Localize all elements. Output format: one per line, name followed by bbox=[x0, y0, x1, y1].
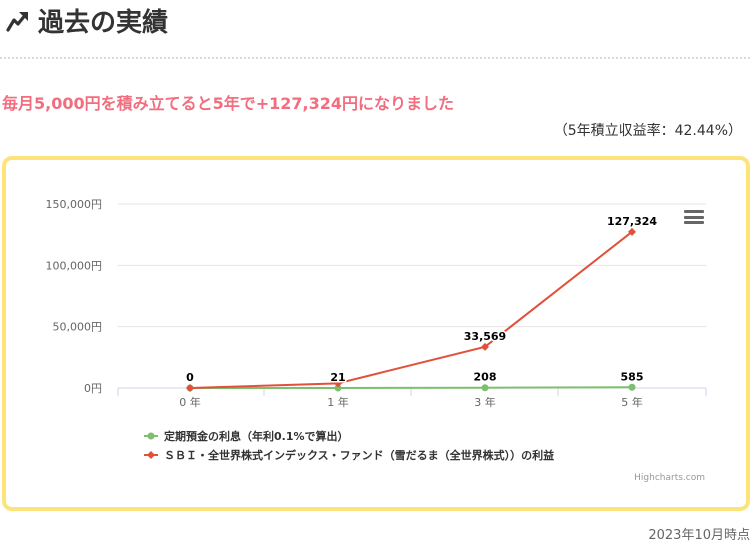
y-tick-label: 50,000円 bbox=[53, 321, 103, 334]
x-tick-label: 0 年 bbox=[179, 395, 201, 409]
data-point-marker bbox=[481, 342, 489, 351]
y-tick-label: 100,000円 bbox=[46, 259, 103, 272]
data-point-marker bbox=[628, 227, 636, 236]
series-line bbox=[189, 386, 633, 389]
chart-credits: Highcharts.com bbox=[634, 473, 705, 483]
y-tick-label: 150,000円 bbox=[46, 198, 103, 211]
chart-menu-icon[interactable] bbox=[684, 210, 704, 224]
data-point-marker bbox=[186, 384, 194, 392]
series-line bbox=[189, 231, 633, 389]
chart-container bbox=[2, 156, 750, 511]
legend-label: ＳＢＩ・全世界株式インデックス・ファンド（雪だるま（全世界株式））の利益 bbox=[164, 448, 554, 462]
y-tick-label: 0円 bbox=[84, 382, 102, 395]
data-label: 127,324 bbox=[607, 215, 657, 228]
data-point-marker bbox=[628, 383, 636, 391]
data-label: 208 bbox=[474, 371, 497, 384]
x-tick-label: 1 年 bbox=[327, 395, 349, 409]
x-tick-label: 5 年 bbox=[621, 395, 643, 409]
section-heading: 過去の実績 bbox=[4, 0, 168, 40]
result-headline: 毎月5,000円を積み立てると5年で+127,324円になりました bbox=[2, 94, 455, 113]
data-label: 21 bbox=[330, 371, 345, 384]
timestamp: 2023年10月時点 bbox=[648, 528, 750, 543]
data-point-marker bbox=[481, 384, 489, 392]
legend-marker bbox=[147, 451, 155, 459]
data-label: 33,569 bbox=[464, 330, 506, 343]
dotted-divider bbox=[0, 57, 750, 59]
legend-label: 定期預金の利息（年利0.1%で算出） bbox=[164, 429, 349, 443]
trend-arrow-icon bbox=[6, 12, 28, 32]
data-point-marker bbox=[334, 379, 342, 388]
yield-rate: （5年積立収益率：42.44%） bbox=[553, 123, 742, 139]
legend-marker bbox=[147, 432, 155, 440]
x-tick-label: 3 年 bbox=[474, 395, 496, 409]
data-label: 585 bbox=[621, 370, 644, 383]
data-label: 0 bbox=[186, 371, 194, 384]
data-point-marker bbox=[334, 384, 342, 392]
section-title: 過去の実績 bbox=[38, 7, 169, 38]
